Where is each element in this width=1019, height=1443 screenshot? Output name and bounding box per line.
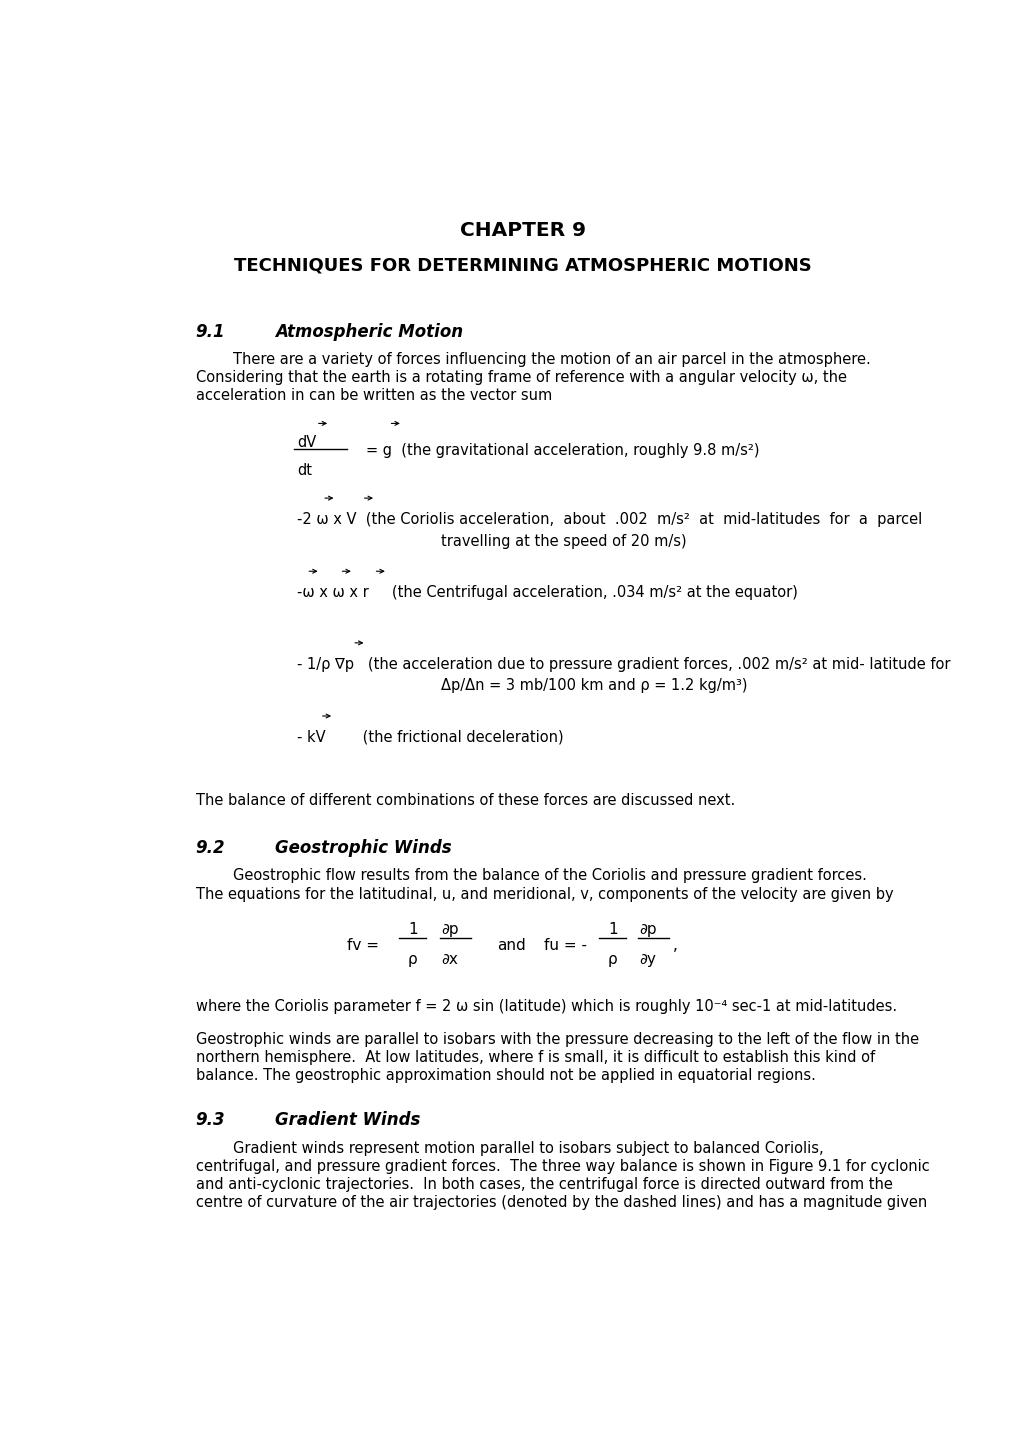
- Text: Gradient winds represent motion parallel to isobars subject to balanced Coriolis: Gradient winds represent motion parallel…: [196, 1141, 822, 1156]
- Text: Geostrophic Winds: Geostrophic Winds: [274, 840, 451, 857]
- Text: northern hemisphere.  At low latitudes, where f is small, it is difficult to est: northern hemisphere. At low latitudes, w…: [196, 1051, 874, 1065]
- Text: acceleration in can be written as the vector sum: acceleration in can be written as the ve…: [196, 388, 551, 403]
- Text: TECHNIQUES FOR DETERMINING ATMOSPHERIC MOTIONS: TECHNIQUES FOR DETERMINING ATMOSPHERIC M…: [233, 257, 811, 274]
- Text: -2 ω x V  (the Coriolis acceleration,  about  .002  m/s²  at  mid-latitudes  for: -2 ω x V (the Coriolis acceleration, abo…: [297, 512, 921, 527]
- Text: where the Coriolis parameter f = 2 ω sin (latitude) which is roughly 10⁻⁴ sec-1 : where the Coriolis parameter f = 2 ω sin…: [196, 999, 896, 1013]
- Text: dV: dV: [297, 434, 316, 450]
- Text: fv =: fv =: [346, 938, 379, 952]
- Text: Considering that the earth is a rotating frame of reference with a angular veloc: Considering that the earth is a rotating…: [196, 369, 846, 385]
- Text: travelling at the speed of 20 m/s): travelling at the speed of 20 m/s): [440, 534, 686, 548]
- Text: Geostrophic flow results from the balance of the Coriolis and pressure gradient : Geostrophic flow results from the balanc…: [196, 869, 866, 883]
- Text: centre of curvature of the air trajectories (denoted by the dashed lines) and ha: centre of curvature of the air trajector…: [196, 1195, 926, 1211]
- Text: Gradient Winds: Gradient Winds: [274, 1111, 420, 1128]
- Text: ∂y: ∂y: [639, 952, 656, 967]
- Text: ,: ,: [673, 938, 678, 952]
- Text: Δp/Δn = 3 mb/100 km and ρ = 1.2 kg/m³): Δp/Δn = 3 mb/100 km and ρ = 1.2 kg/m³): [440, 678, 747, 693]
- Text: 9.2: 9.2: [196, 840, 225, 857]
- Text: fu = -: fu = -: [543, 938, 587, 952]
- Text: ∂x: ∂x: [441, 952, 458, 967]
- Text: - kV        (the frictional deceleration): - kV (the frictional deceleration): [297, 730, 562, 745]
- Text: centrifugal, and pressure gradient forces.  The three way balance is shown in Fi: centrifugal, and pressure gradient force…: [196, 1159, 928, 1175]
- Text: balance. The geostrophic approximation should not be applied in equatorial regio: balance. The geostrophic approximation s…: [196, 1068, 815, 1082]
- Text: = g  (the gravitational acceleration, roughly 9.8 m/s²): = g (the gravitational acceleration, rou…: [365, 443, 758, 457]
- Text: 9.1: 9.1: [196, 323, 225, 342]
- Text: ∂p: ∂p: [441, 922, 459, 937]
- Text: dt: dt: [297, 463, 312, 479]
- Text: ρ: ρ: [607, 952, 618, 967]
- Text: 1: 1: [607, 922, 618, 937]
- Text: 1: 1: [408, 922, 417, 937]
- Text: 9.3: 9.3: [196, 1111, 225, 1128]
- Text: Atmospheric Motion: Atmospheric Motion: [274, 323, 463, 342]
- Text: The equations for the latitudinal, u, and meridional, v, components of the veloc: The equations for the latitudinal, u, an…: [196, 886, 893, 902]
- Text: CHAPTER 9: CHAPTER 9: [460, 221, 585, 240]
- Text: There are a variety of forces influencing the motion of an air parcel in the atm: There are a variety of forces influencin…: [196, 352, 869, 367]
- Text: - 1/ρ ∇p   (the acceleration due to pressure gradient forces, .002 m/s² at mid- : - 1/ρ ∇p (the acceleration due to pressu…: [297, 657, 950, 672]
- Text: and: and: [497, 938, 526, 952]
- Text: -ω x ω x r     (the Centrifugal acceleration, .034 m/s² at the equator): -ω x ω x r (the Centrifugal acceleration…: [297, 584, 797, 600]
- Text: and anti-cyclonic trajectories.  In both cases, the centrifugal force is directe: and anti-cyclonic trajectories. In both …: [196, 1177, 892, 1192]
- Text: Geostrophic winds are parallel to isobars with the pressure decreasing to the le: Geostrophic winds are parallel to isobar…: [196, 1032, 918, 1046]
- Text: ∂p: ∂p: [639, 922, 656, 937]
- Text: ρ: ρ: [408, 952, 418, 967]
- Text: The balance of different combinations of these forces are discussed next.: The balance of different combinations of…: [196, 794, 735, 808]
